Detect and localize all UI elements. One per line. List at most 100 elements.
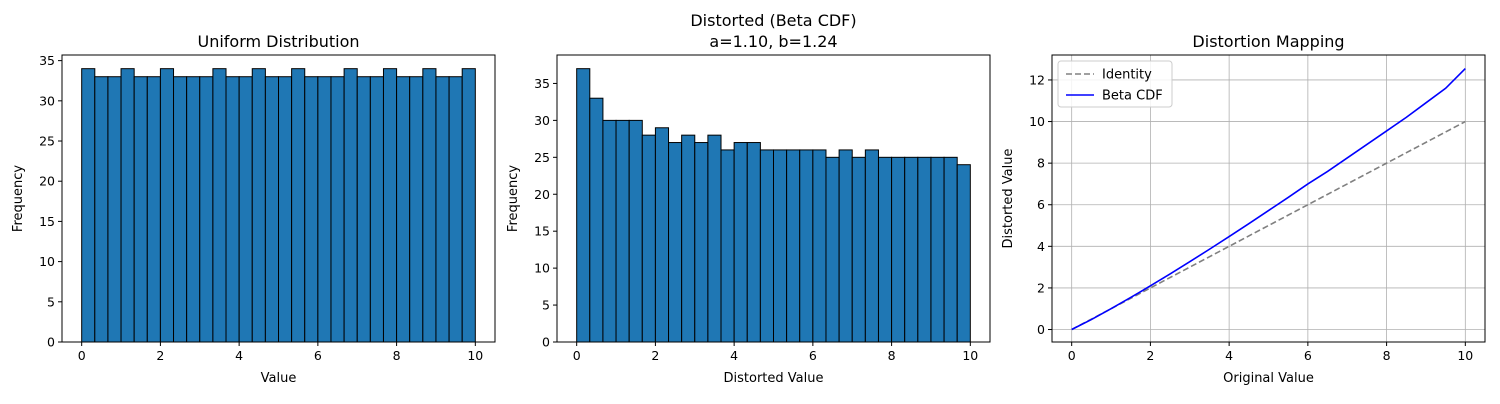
x-tick-label: 0 [573, 348, 581, 363]
legend: Identity Beta CDF [1057, 60, 1173, 108]
x-axis-label: Original Value [1223, 371, 1314, 386]
x-axis-label: Distorted Value [724, 371, 824, 386]
chart-panel-2: 0 2 4 6 8 10 0 5 10 15 20 25 30 35 Distorted Value Freq… [506, 11, 991, 386]
y-tick-label: 10 [534, 261, 550, 276]
y-tick-label: 5 [542, 298, 550, 313]
histogram-bar [238, 76, 253, 343]
histogram-bar [81, 68, 96, 343]
legend-label: Beta CDF [1102, 89, 1163, 104]
y-tick-label: 0 [542, 335, 550, 350]
x-tick-label: 4 [1225, 348, 1233, 363]
histogram-bar [576, 68, 591, 343]
y-tick-label: 20 [534, 187, 550, 202]
x-tick-label: 8 [393, 348, 401, 363]
histogram-bar [615, 119, 630, 343]
x-tick-label: 4 [235, 348, 243, 363]
histogram-bar [589, 97, 604, 343]
y-tick-label: 15 [39, 214, 55, 229]
x-tick-label: 2 [156, 348, 164, 363]
x-tick-label: 10 [962, 348, 978, 363]
x-tick-label: 10 [1457, 348, 1473, 363]
histogram-bar [212, 68, 227, 343]
histogram-bar [812, 149, 827, 343]
histogram-bar [278, 76, 293, 343]
histogram-bar [159, 68, 175, 343]
histogram-bar [251, 68, 266, 343]
histogram-bar [746, 142, 761, 343]
histogram-bar [186, 76, 201, 343]
chart-title: Uniform Distribution [197, 32, 359, 51]
histogram-bar [917, 156, 932, 343]
chart-title: Distortion Mapping [1192, 32, 1344, 51]
histogram-bar [448, 76, 463, 343]
x-tick-label: 6 [809, 348, 817, 363]
histogram-bar [877, 156, 893, 343]
chart-panel-3: Identity Beta CDF 0 2 4 6 8 10 0 2 4 6 8 10 12 Original… [1001, 32, 1486, 386]
histogram-bar [409, 76, 424, 343]
histogram-bar [838, 149, 853, 343]
histogram-bar [330, 76, 345, 343]
x-tick-label: 2 [1146, 348, 1154, 363]
histogram-bar [628, 119, 643, 343]
histogram-bar [681, 134, 696, 343]
histogram-bar [343, 68, 358, 343]
histogram-bar [694, 142, 709, 343]
histogram-bar [707, 134, 722, 343]
x-tick-label: 4 [730, 348, 738, 363]
y-tick-label: 6 [1037, 197, 1045, 212]
histogram-bar [759, 149, 775, 343]
histogram-bar [356, 76, 371, 343]
y-tick-label: 12 [1029, 72, 1045, 87]
histogram-bar [720, 149, 735, 343]
histogram-bar [864, 149, 879, 343]
y-tick-label: 4 [1037, 239, 1045, 254]
histogram-bar [396, 76, 411, 343]
histogram-bar [107, 76, 122, 343]
x-tick-label: 0 [1068, 348, 1076, 363]
histogram-bar [956, 164, 971, 343]
histogram-bar [461, 68, 476, 343]
histogram-bar [199, 76, 214, 343]
histogram-bar [422, 68, 437, 343]
y-tick-label: 2 [1037, 280, 1045, 295]
histogram-bar [943, 156, 958, 343]
chart-subtitle: a=1.10, b=1.24 [709, 32, 837, 51]
histogram-bar [264, 76, 279, 343]
axes-frame [61, 54, 496, 343]
histogram-bar [825, 156, 840, 343]
histogram-bar [733, 142, 748, 343]
x-tick-label: 2 [651, 348, 659, 363]
chart-title: Distorted (Beta CDF) [690, 11, 856, 30]
y-tick-label: 25 [534, 150, 550, 165]
histogram-bar [773, 149, 788, 343]
y-tick-label: 30 [39, 93, 55, 108]
x-tick-label: 8 [888, 348, 896, 363]
y-tick-label: 20 [39, 174, 55, 189]
histogram-bar [291, 68, 306, 343]
histogram-bar [120, 68, 135, 343]
histogram-bar [225, 76, 240, 343]
chart-panel-1: 0 2 4 6 8 10 0 5 10 15 20 25 30 35 Value Frequency Unifo… [11, 32, 496, 386]
legend-label: Identity [1102, 68, 1152, 83]
y-axis-label: Frequency [11, 165, 26, 232]
y-axis-label: Frequency [506, 165, 521, 232]
histogram-bar [173, 76, 188, 343]
histogram-bar [891, 156, 906, 343]
axes-frame [1051, 54, 1486, 343]
y-tick-label: 35 [534, 76, 550, 91]
x-axis-label: Value [261, 371, 297, 386]
x-tick-label: 6 [1304, 348, 1312, 363]
axes-frame [556, 54, 991, 343]
histogram-bar [94, 76, 109, 343]
y-tick-label: 10 [1029, 114, 1045, 129]
y-tick-label: 0 [47, 335, 55, 350]
y-axis-label: Distorted Value [1001, 149, 1016, 249]
y-tick-label: 10 [39, 254, 55, 269]
histogram-bar [904, 156, 919, 343]
y-tick-label: 0 [1037, 322, 1045, 337]
histogram-bar [304, 76, 319, 343]
histogram-bar [602, 119, 617, 343]
x-tick-label: 6 [314, 348, 322, 363]
histogram-bar [799, 149, 814, 343]
